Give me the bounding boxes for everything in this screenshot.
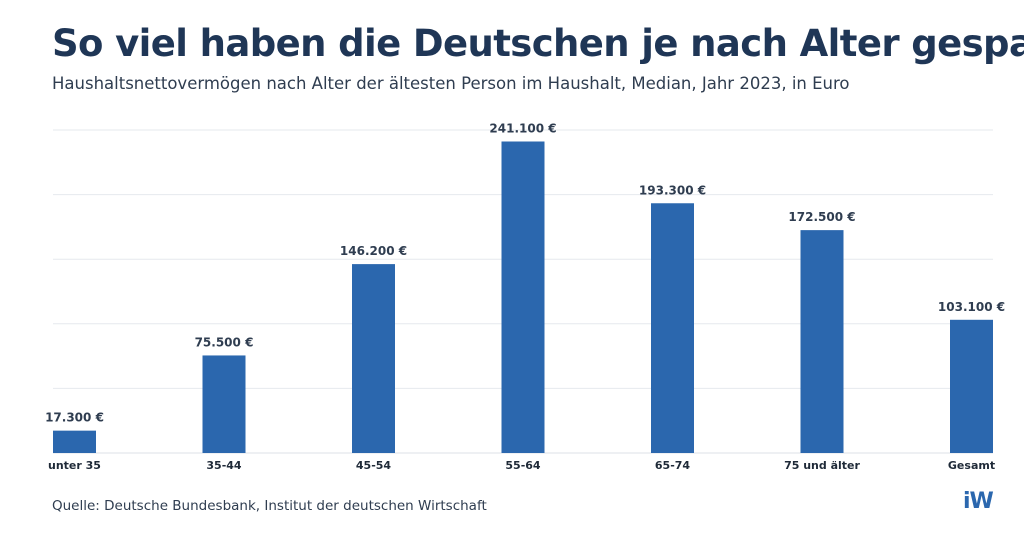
bar-2 — [352, 264, 395, 453]
bar-3 — [501, 141, 545, 454]
x-tick-label-4: 65-74 — [655, 459, 691, 472]
bar-1 — [202, 355, 246, 453]
x-tick-label-6: Gesamt — [948, 459, 995, 472]
bar-6 — [950, 319, 993, 453]
bar-0 — [53, 430, 96, 453]
bar-5 — [800, 230, 844, 453]
data-label-3: 241.100 € — [489, 121, 556, 135]
source-note: Quelle: Deutsche Bundesbank, Institut de… — [52, 498, 487, 514]
data-label-2: 146.200 € — [340, 244, 407, 258]
data-label-4: 193.300 € — [639, 183, 706, 197]
data-label-6: 103.100 € — [938, 300, 1005, 314]
x-tick-label-5: 75 und älter — [784, 459, 860, 472]
chart-subtitle: Haushaltsnettovermögen nach Alter der äl… — [52, 74, 850, 93]
iw-logo: iW — [963, 489, 994, 514]
x-tick-label-3: 55-64 — [505, 459, 541, 472]
chart-title: So viel haben die Deutschen je nach Alte… — [52, 22, 1024, 65]
x-tick-label-0: unter 35 — [48, 459, 101, 472]
bar-4 — [651, 203, 694, 453]
data-label-1: 75.500 € — [195, 335, 254, 349]
data-label-0: 17.300 € — [45, 411, 104, 425]
data-label-5: 172.500 € — [788, 210, 855, 224]
x-tick-label-1: 35-44 — [206, 459, 242, 472]
x-tick-label-2: 45-54 — [356, 459, 392, 472]
